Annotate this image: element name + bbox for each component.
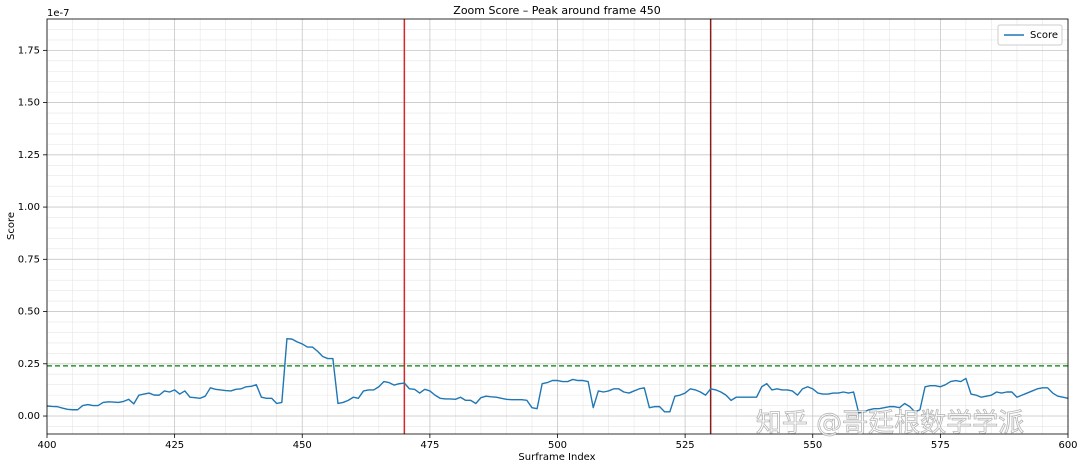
x-tick-label: 475	[420, 440, 439, 451]
y-tick-label: 0.25	[18, 359, 40, 370]
x-tick-label: 450	[293, 440, 312, 451]
legend-box	[997, 24, 1063, 46]
x-tick-label: 500	[548, 440, 567, 451]
y-tick-label: 0.50	[18, 307, 40, 318]
x-tick-label: 525	[676, 440, 695, 451]
x-axis-label: Surframe Index	[518, 452, 595, 463]
x-tick-label: 575	[931, 440, 950, 451]
y-tick-label: 0.75	[18, 254, 40, 265]
y-axis-label: Score	[6, 212, 17, 240]
x-tick-label: 600	[1058, 440, 1077, 451]
x-tick-label: 425	[165, 440, 184, 451]
series-line	[46, 338, 1069, 414]
plot-frame	[46, 18, 1069, 435]
x-tick-label: 550	[803, 440, 822, 451]
y-tick-label: 0.00	[18, 411, 40, 422]
chart-title: Zoom Score – Peak around frame 450	[453, 4, 660, 17]
y-tick-label: 1.25	[18, 150, 40, 161]
y-offset-label: 1e-7	[47, 8, 70, 19]
y-tick-label: 1.50	[18, 98, 40, 109]
legend-label: Score	[1030, 30, 1058, 41]
x-tick-label: 400	[37, 440, 56, 451]
watermark: 知乎 @哥廷根数学学派	[756, 409, 1024, 439]
y-tick-label: 1.00	[18, 202, 40, 213]
y-tick-label: 1.75	[18, 45, 40, 56]
